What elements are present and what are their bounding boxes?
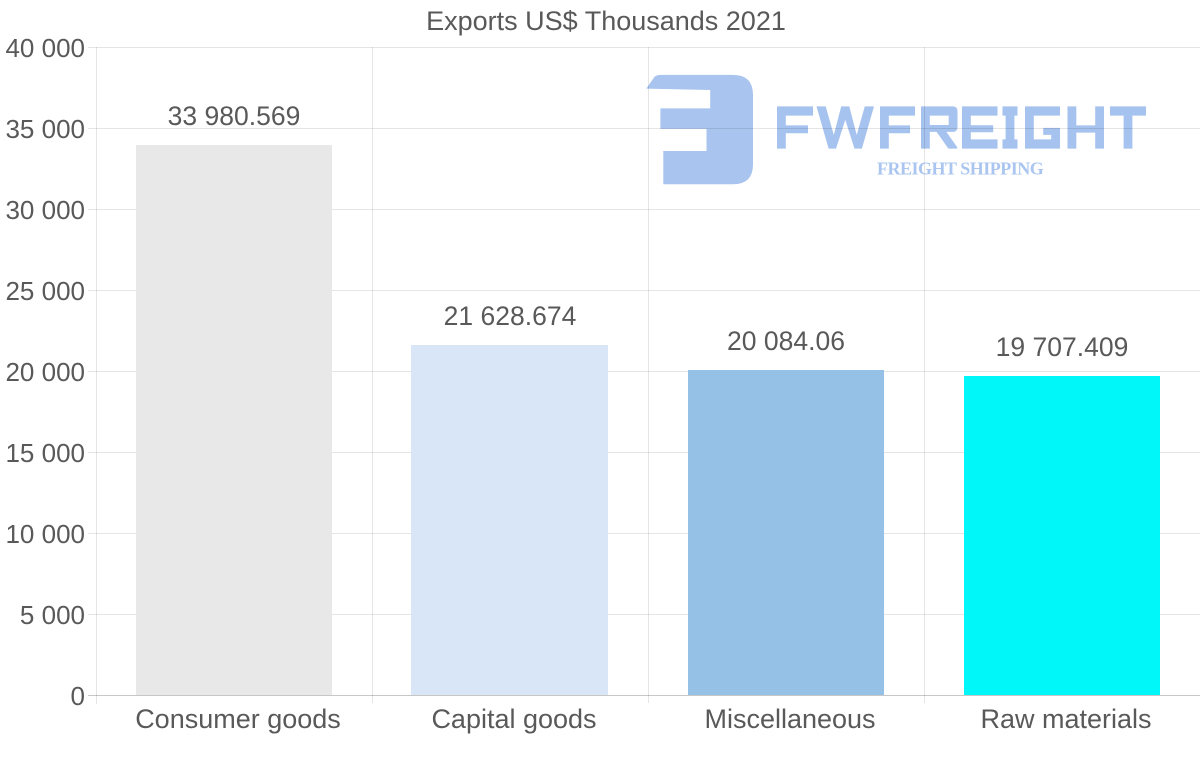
svg-text:FREIGHT SHIPPING: FREIGHT SHIPPING	[877, 159, 1044, 179]
